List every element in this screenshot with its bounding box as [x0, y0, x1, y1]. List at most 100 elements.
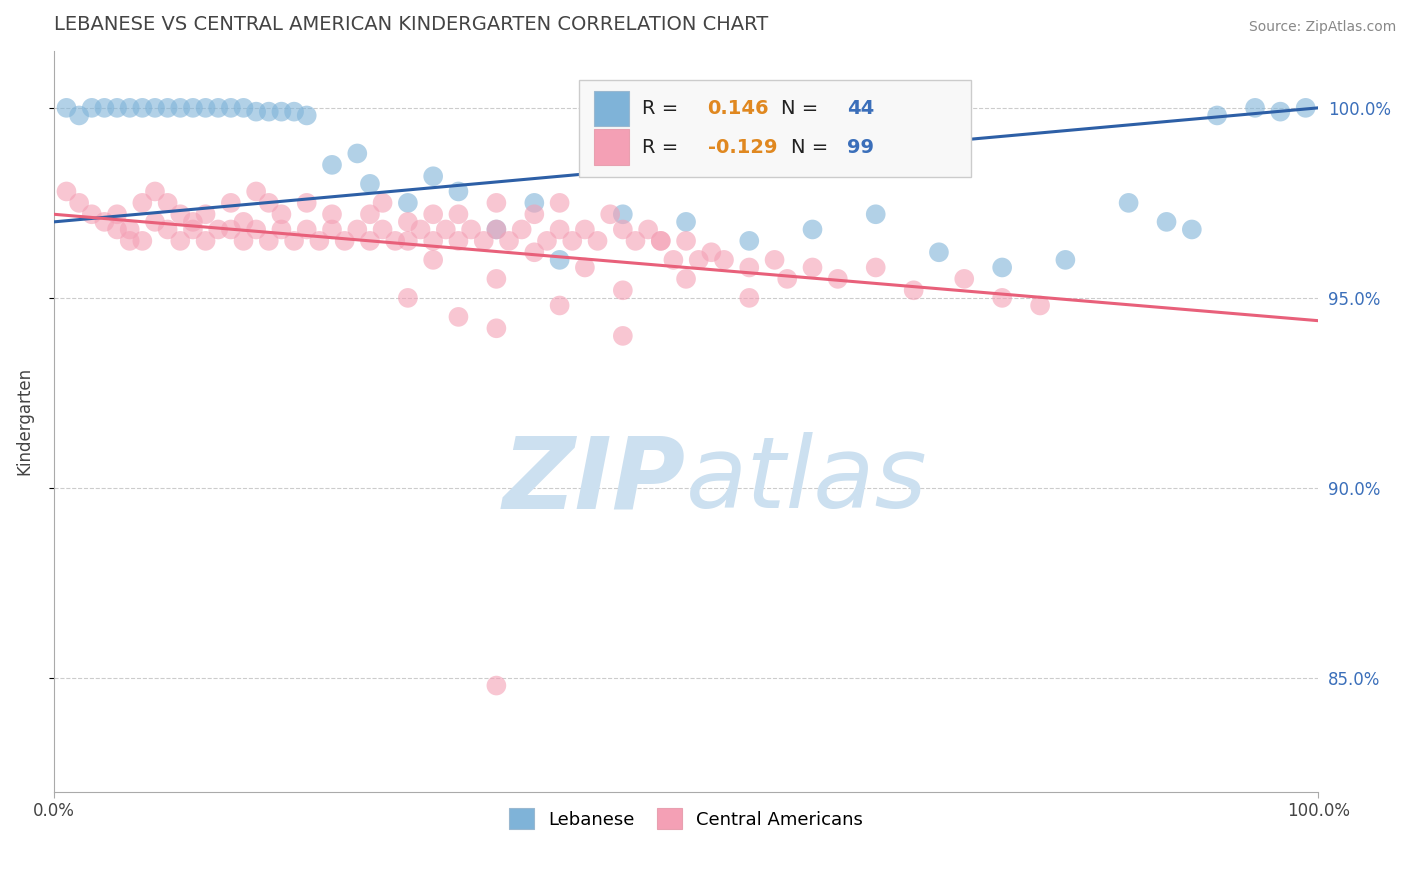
- Point: [485, 272, 508, 286]
- Point: [359, 177, 381, 191]
- Point: [156, 101, 179, 115]
- Point: [295, 222, 318, 236]
- Point: [700, 245, 723, 260]
- Point: [169, 207, 191, 221]
- Point: [865, 260, 887, 275]
- Point: [207, 222, 229, 236]
- Point: [80, 101, 103, 115]
- Point: [776, 272, 799, 286]
- Point: [245, 104, 267, 119]
- Point: [523, 207, 546, 221]
- Point: [447, 185, 470, 199]
- Point: [131, 195, 153, 210]
- Point: [283, 234, 305, 248]
- Point: [384, 234, 406, 248]
- Text: N =: N =: [792, 137, 835, 157]
- Point: [447, 310, 470, 324]
- Point: [928, 245, 950, 260]
- Text: LEBANESE VS CENTRAL AMERICAN KINDERGARTEN CORRELATION CHART: LEBANESE VS CENTRAL AMERICAN KINDERGARTE…: [53, 15, 768, 34]
- Point: [118, 234, 141, 248]
- Text: 0.146: 0.146: [707, 99, 769, 118]
- Point: [67, 195, 90, 210]
- Point: [662, 252, 685, 267]
- Point: [93, 101, 115, 115]
- Point: [953, 272, 976, 286]
- Point: [371, 195, 394, 210]
- Point: [1181, 222, 1204, 236]
- Point: [346, 146, 368, 161]
- Point: [181, 222, 204, 236]
- Point: [321, 207, 343, 221]
- Point: [295, 108, 318, 122]
- Point: [131, 234, 153, 248]
- Point: [586, 234, 609, 248]
- Point: [650, 234, 672, 248]
- Point: [561, 234, 583, 248]
- Point: [232, 101, 254, 115]
- Point: [308, 234, 330, 248]
- Point: [232, 215, 254, 229]
- Point: [801, 222, 824, 236]
- Point: [738, 234, 761, 248]
- Point: [485, 222, 508, 236]
- Point: [346, 222, 368, 236]
- Point: [270, 104, 292, 119]
- FancyBboxPatch shape: [579, 80, 970, 177]
- Point: [219, 222, 242, 236]
- Point: [763, 252, 786, 267]
- Point: [245, 185, 267, 199]
- Point: [1295, 101, 1317, 115]
- Point: [169, 234, 191, 248]
- Text: ZIP: ZIP: [503, 433, 686, 529]
- Point: [713, 252, 735, 267]
- Point: [181, 215, 204, 229]
- Point: [434, 222, 457, 236]
- Point: [612, 207, 634, 221]
- Point: [1029, 298, 1052, 312]
- Point: [498, 234, 520, 248]
- Point: [257, 234, 280, 248]
- Point: [447, 207, 470, 221]
- Point: [624, 234, 647, 248]
- Point: [738, 260, 761, 275]
- Bar: [593, 129, 628, 165]
- Point: [612, 283, 634, 297]
- Point: [169, 101, 191, 115]
- Point: [675, 272, 697, 286]
- Point: [548, 222, 571, 236]
- Point: [801, 260, 824, 275]
- Point: [321, 158, 343, 172]
- Point: [105, 207, 128, 221]
- Point: [232, 234, 254, 248]
- Point: [612, 222, 634, 236]
- Point: [485, 222, 508, 236]
- Point: [472, 234, 495, 248]
- Point: [55, 101, 77, 115]
- Point: [738, 291, 761, 305]
- Point: [991, 260, 1014, 275]
- Text: R =: R =: [641, 137, 685, 157]
- Point: [93, 215, 115, 229]
- Text: Source: ZipAtlas.com: Source: ZipAtlas.com: [1249, 20, 1396, 34]
- Point: [359, 234, 381, 248]
- Point: [548, 252, 571, 267]
- Point: [548, 298, 571, 312]
- Text: R =: R =: [641, 99, 685, 118]
- Point: [1054, 252, 1077, 267]
- Point: [333, 234, 356, 248]
- Point: [523, 195, 546, 210]
- Point: [675, 234, 697, 248]
- Point: [1270, 104, 1292, 119]
- Point: [574, 260, 596, 275]
- Point: [827, 272, 849, 286]
- Point: [396, 215, 419, 229]
- Point: [283, 104, 305, 119]
- Point: [396, 234, 419, 248]
- Text: 44: 44: [846, 99, 875, 118]
- Point: [599, 207, 621, 221]
- Point: [245, 222, 267, 236]
- Point: [675, 215, 697, 229]
- Point: [536, 234, 558, 248]
- Point: [194, 101, 217, 115]
- Point: [612, 329, 634, 343]
